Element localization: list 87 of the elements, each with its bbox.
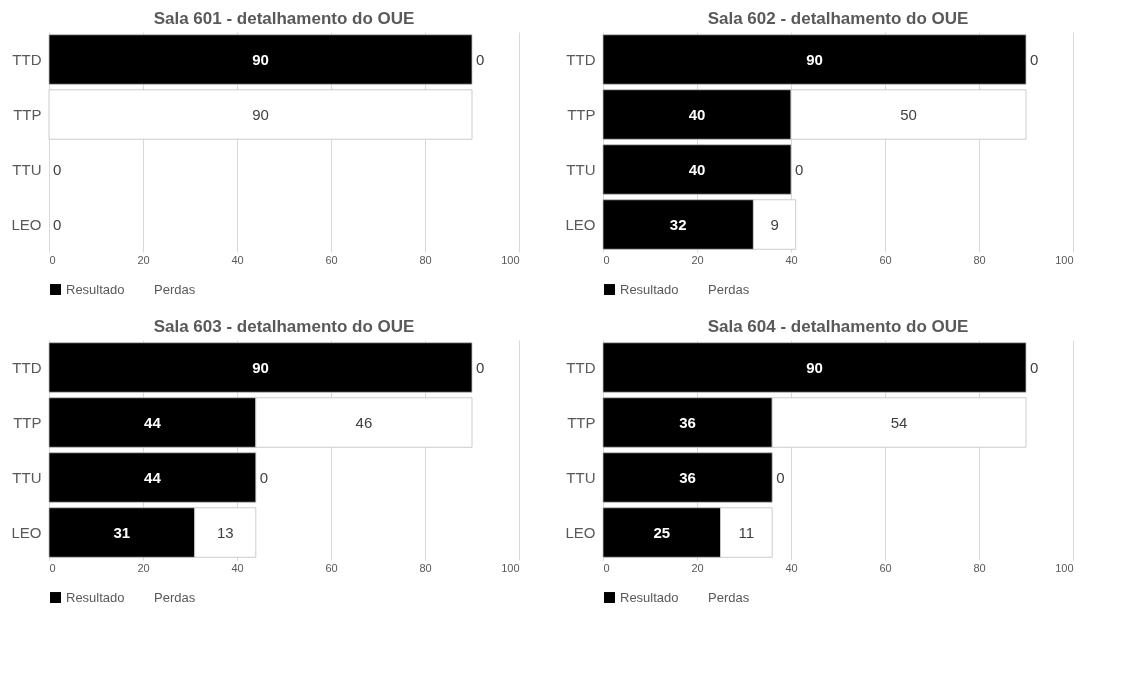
legend-label: Resultado (620, 589, 679, 605)
y-tick-label: TTD (566, 358, 596, 376)
y-tick-label: TTD (566, 50, 596, 68)
data-label: 90 (252, 358, 269, 376)
data-label: 36 (679, 468, 696, 486)
legend-label: Resultado (66, 281, 125, 297)
x-tick-label: 100 (501, 253, 520, 266)
y-tick-label: LEO (11, 215, 42, 233)
data-label: 40 (688, 105, 706, 123)
y-tick-label: LEO (565, 523, 596, 541)
data-label: 0 (259, 468, 269, 486)
bar (602, 144, 792, 195)
data-label: 11 (738, 523, 755, 541)
x-tick-label: 20 (137, 253, 150, 266)
text: Perdas (708, 281, 750, 297)
chart-title: Sala 602 - detalhamento do OUE (707, 9, 969, 28)
data-label: 0 (476, 358, 485, 376)
y-tick-label: TTP (567, 105, 596, 123)
data-label: 0 (1030, 358, 1039, 376)
x-tick-label: 20 (691, 561, 704, 574)
data-label: 90 (806, 358, 823, 376)
x-tick-label: 40 (231, 253, 244, 266)
y-tick-label: TTU (12, 468, 42, 486)
x-tick-label: 60 (879, 561, 892, 574)
y-tick-label: TTP (567, 413, 596, 431)
x-tick-label: 0 (603, 253, 610, 266)
data-label: 0 (53, 215, 62, 233)
data-label: 44 (144, 413, 162, 431)
y-tick-label: LEO (11, 523, 42, 541)
data-label: 0 (795, 160, 804, 178)
bar (602, 342, 1027, 393)
data-label: 54 (890, 413, 908, 431)
bar (48, 342, 473, 393)
data-label: 0 (53, 160, 62, 178)
x-tick-label: 0 (49, 253, 56, 266)
data-label: 31 (113, 523, 131, 541)
chart-title: Sala 603 - detalhamento do OUE (153, 317, 415, 336)
data-label: 9 (770, 215, 779, 233)
x-tick-label: 20 (137, 561, 150, 574)
x-tick-label: 40 (785, 561, 798, 574)
data-label: 50 (900, 105, 917, 123)
data-label: 13 (216, 523, 234, 541)
x-tick-label: 80 (973, 561, 986, 574)
data-label: 0 (476, 50, 485, 68)
x-tick-label: 0 (49, 561, 56, 574)
y-tick-label: TTP (13, 413, 42, 431)
data-label: 36 (679, 413, 696, 431)
data-label: 40 (688, 160, 706, 178)
y-tick-label: TTP (13, 105, 42, 123)
text: Perdas (154, 589, 196, 605)
chart-title: Sala 604 - detalhamento do OUE (707, 317, 969, 336)
bar (602, 34, 1027, 85)
x-tick-label: 20 (691, 253, 704, 266)
x-tick-label: 60 (325, 561, 338, 574)
chart-title: Sala 601 - detalhamento do OUE (153, 9, 415, 28)
x-tick-label: 60 (879, 253, 892, 266)
x-tick-label: 0 (603, 561, 610, 574)
x-tick-label: 100 (1055, 561, 1074, 574)
y-tick-label: LEO (565, 215, 596, 233)
x-tick-label: 80 (973, 253, 986, 266)
data-label: 32 (669, 215, 687, 233)
data-label: 25 (653, 523, 671, 541)
data-label: 44 (144, 468, 162, 486)
x-tick-label: 100 (1055, 253, 1074, 266)
x-tick-label: 100 (501, 561, 520, 574)
bar (602, 452, 773, 503)
y-tick-label: TTD (12, 50, 42, 68)
data-label: 46 (355, 413, 373, 431)
y-tick-label: TTU (566, 468, 596, 486)
text: Perdas (708, 589, 750, 605)
x-tick-label: 40 (785, 253, 798, 266)
bar (48, 452, 257, 503)
x-tick-label: 60 (325, 253, 338, 266)
data-label: 0 (1030, 50, 1039, 68)
text: Perdas (154, 281, 196, 297)
y-tick-label: TTD (12, 358, 42, 376)
x-tick-label: 40 (231, 561, 244, 574)
y-tick-label: TTU (12, 160, 42, 178)
x-tick-label: 80 (419, 253, 432, 266)
data-label: 0 (776, 468, 785, 486)
data-label: 90 (806, 50, 823, 68)
y-tick-label: TTU (566, 160, 596, 178)
legend-label: Resultado (620, 281, 679, 297)
x-tick-label: 80 (419, 561, 432, 574)
data-label: 90 (252, 50, 269, 68)
data-label: 90 (252, 105, 269, 123)
legend-label: Resultado (66, 589, 125, 605)
